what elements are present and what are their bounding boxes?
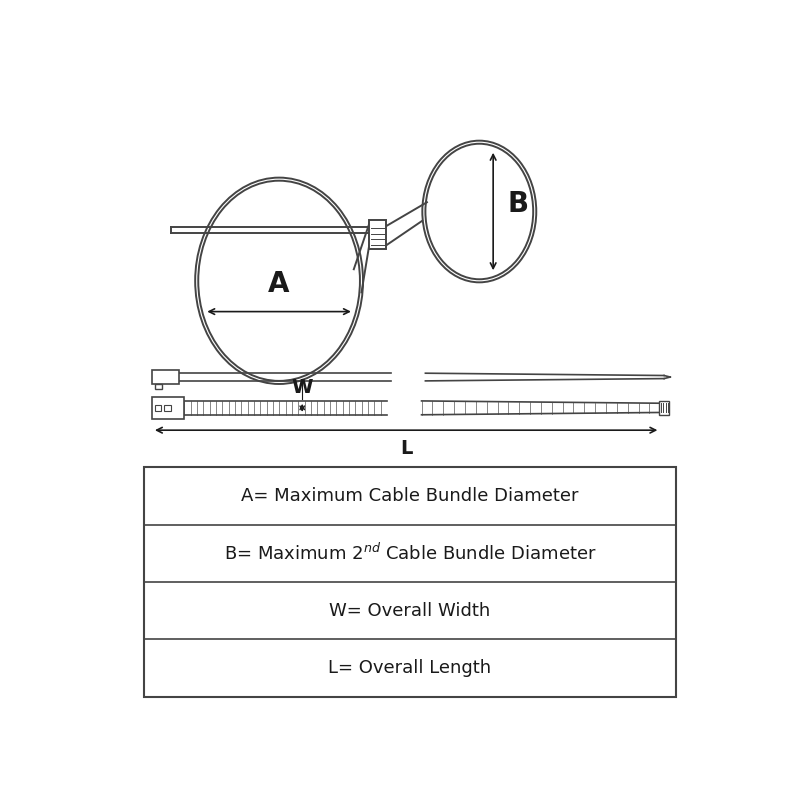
- Text: W: W: [291, 378, 313, 397]
- Bar: [152, 397, 184, 418]
- Bar: [144, 467, 676, 697]
- Text: B: B: [507, 190, 528, 218]
- Bar: [155, 384, 162, 390]
- Text: A: A: [268, 270, 290, 298]
- Text: L: L: [400, 439, 412, 458]
- Bar: [658, 401, 670, 414]
- Bar: [152, 370, 179, 384]
- Bar: [369, 220, 386, 250]
- Text: L= Overall Length: L= Overall Length: [329, 659, 491, 677]
- Bar: [164, 405, 170, 411]
- Text: B= Maximum 2$^{nd}$ Cable Bundle Diameter: B= Maximum 2$^{nd}$ Cable Bundle Diamete…: [224, 542, 596, 564]
- Text: W= Overall Width: W= Overall Width: [330, 602, 490, 619]
- Bar: [155, 405, 162, 411]
- Text: A= Maximum Cable Bundle Diameter: A= Maximum Cable Bundle Diameter: [242, 487, 578, 505]
